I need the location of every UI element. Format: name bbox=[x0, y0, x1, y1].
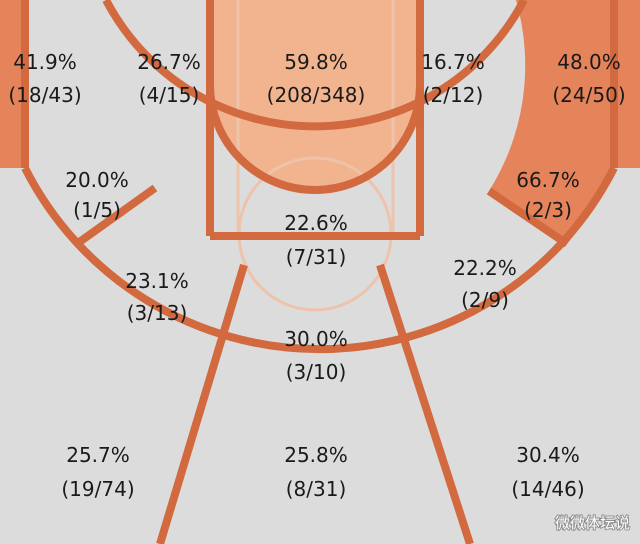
zone-made-att: (2/9) bbox=[461, 288, 509, 312]
zone-pct: 22.6% bbox=[284, 211, 348, 235]
restricted-area-arc bbox=[206, 0, 424, 194]
zone-pct: 30.4% bbox=[516, 443, 580, 467]
divider-left-wing bbox=[156, 263, 248, 544]
restricted-area-fill bbox=[210, 0, 420, 190]
zone-made-att: (2/3) bbox=[524, 198, 572, 222]
zone-pct: 25.7% bbox=[66, 443, 130, 467]
zone-made-att: (24/50) bbox=[552, 83, 625, 107]
zone-pct: 48.0% bbox=[557, 50, 621, 74]
zone-label-left-wing-midrange: 23.1% (3/13) bbox=[125, 269, 189, 325]
zone-label-left-short-midrange: 26.7% (4/15) bbox=[137, 50, 201, 107]
zone-made-att: (3/13) bbox=[127, 301, 188, 325]
zone-pct: 23.1% bbox=[125, 269, 189, 293]
zone-pct: 20.0% bbox=[65, 168, 129, 192]
left-corner-three-fill bbox=[0, 0, 25, 168]
zone-label-right-short-midrange: 16.7% (2/12) bbox=[421, 50, 485, 107]
three-point-arc bbox=[21, 166, 618, 354]
zone-made-att: (19/74) bbox=[61, 477, 134, 501]
mid-range-ring bbox=[102, 0, 528, 131]
right-baseline-midrange-fill bbox=[489, 0, 614, 244]
zone-label-left-corner-three: 41.9% (18/43) bbox=[8, 50, 81, 107]
zone-label-right-wing-midrange: 22.2% (2/9) bbox=[453, 256, 517, 312]
zone-made-att: (3/10) bbox=[286, 360, 347, 384]
watermark: 微微体坛说 bbox=[555, 514, 630, 532]
zone-pct: 30.0% bbox=[284, 327, 348, 351]
zone-label-top-key-three: 25.8% (8/31) bbox=[284, 443, 348, 501]
zone-made-att: (14/46) bbox=[511, 477, 584, 501]
zone-label-right-wing-three: 30.4% (14/46) bbox=[511, 443, 584, 501]
zone-made-att: (18/43) bbox=[8, 83, 81, 107]
zone-pct: 26.7% bbox=[137, 50, 201, 74]
zone-label-right-corner-three: 48.0% (24/50) bbox=[552, 50, 625, 107]
zone-pct: 22.2% bbox=[453, 256, 517, 280]
zone-pct: 59.8% bbox=[284, 50, 348, 74]
zone-label-right-baseline-midrange: 66.7% (2/3) bbox=[516, 168, 580, 222]
zone-made-att: (7/31) bbox=[286, 245, 347, 269]
zone-label-restricted-area: 59.8% (208/348) bbox=[267, 50, 366, 107]
divider-right-wing bbox=[376, 263, 474, 544]
zone-made-att: (208/348) bbox=[267, 83, 366, 107]
zone-label-paint-non-ra: 22.6% (7/31) bbox=[284, 211, 348, 269]
divider-left-baseline bbox=[75, 184, 158, 247]
zone-pct: 16.7% bbox=[421, 50, 485, 74]
zone-pct: 41.9% bbox=[13, 50, 77, 74]
zone-made-att: (2/12) bbox=[423, 83, 484, 107]
divider-right-baseline bbox=[486, 187, 570, 248]
zone-made-att: (8/31) bbox=[286, 477, 347, 501]
zone-label-left-wing-three: 25.7% (19/74) bbox=[61, 443, 134, 501]
zone-label-top-key-midrange: 30.0% (3/10) bbox=[284, 327, 348, 384]
zone-label-left-baseline-midrange: 20.0% (1/5) bbox=[65, 168, 129, 222]
zone-made-att: (4/15) bbox=[139, 83, 200, 107]
zone-pct: 66.7% bbox=[516, 168, 580, 192]
zone-pct: 25.8% bbox=[284, 443, 348, 467]
right-corner-three-fill bbox=[614, 0, 640, 168]
zone-made-att: (1/5) bbox=[73, 198, 121, 222]
